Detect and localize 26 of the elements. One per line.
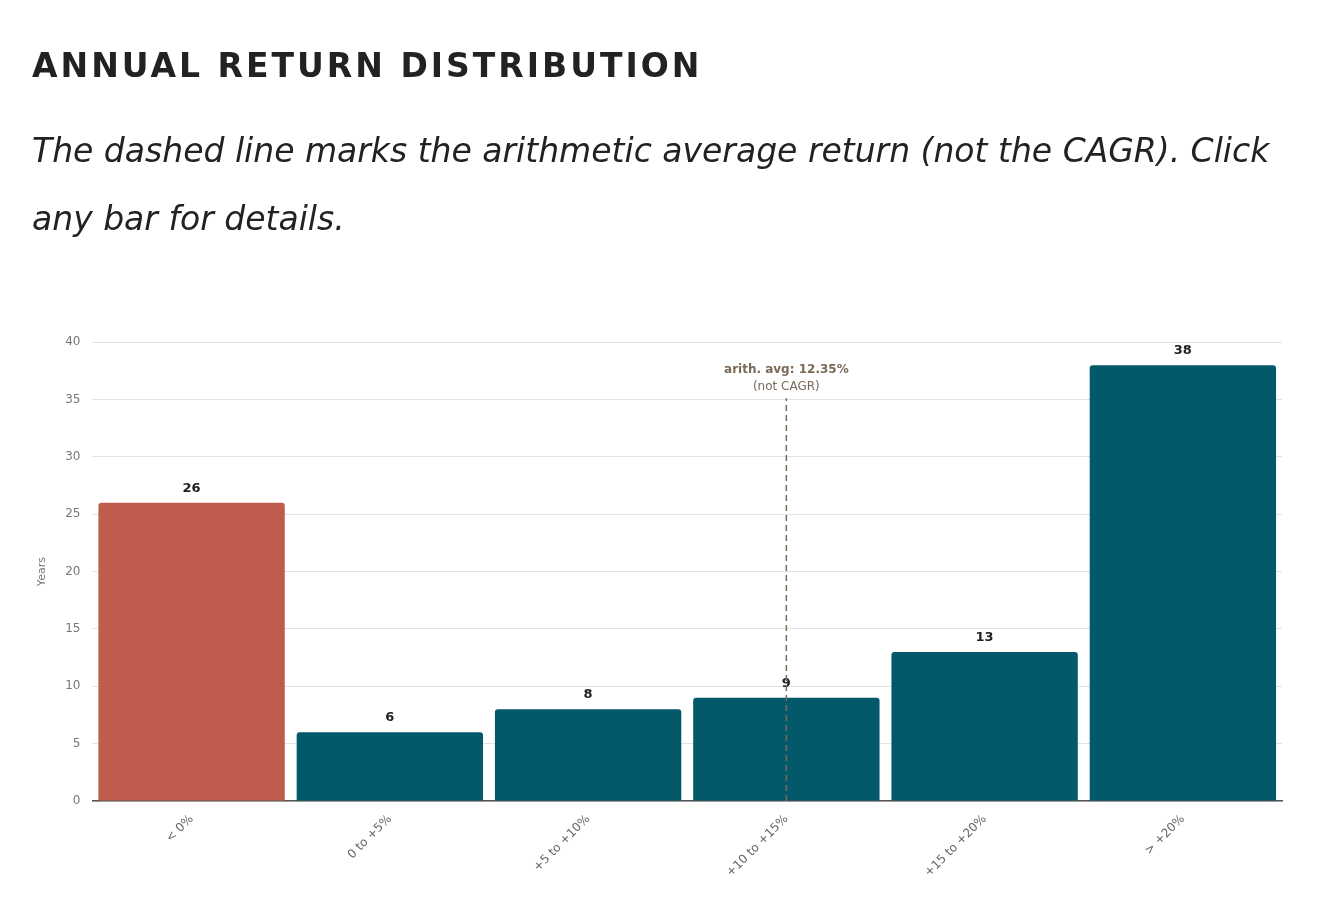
bar xyxy=(296,732,484,801)
y-tick-label: 0 xyxy=(72,793,81,808)
y-tick-label: 40 xyxy=(65,334,81,349)
bar xyxy=(891,651,1078,801)
y-axis-title: Years xyxy=(35,556,49,588)
data-label: 38 xyxy=(1173,342,1192,358)
chart-subtitle: The dashed line marks the arithmetic average return (not the CAGR). Click any bar for details. xyxy=(32,130,1271,240)
annotation: (not CAGR) xyxy=(752,379,820,394)
data-label: 26 xyxy=(182,479,201,495)
bar xyxy=(494,709,682,801)
data-label: 13 xyxy=(975,628,994,644)
bar xyxy=(98,502,285,801)
y-tick-label: 25 xyxy=(65,506,81,521)
y-tick-label: 20 xyxy=(65,563,81,578)
bar xyxy=(693,697,880,801)
x-tick-label: < 0% xyxy=(162,811,196,845)
y-tick-label: 15 xyxy=(65,621,81,636)
data-label: 8 xyxy=(583,686,593,702)
y-tick-label: 10 xyxy=(65,678,81,693)
ref-line-label: arith. avg: 12.35% xyxy=(724,362,849,377)
bar xyxy=(1089,365,1277,801)
y-tick-label: 30 xyxy=(65,449,81,464)
chart-title: ANNUAL RETURN DISTRIBUTION xyxy=(32,46,704,85)
data-label: 6 xyxy=(385,709,395,725)
y-tick-label: 5 xyxy=(72,735,81,750)
y-tick-label: 35 xyxy=(65,391,81,406)
